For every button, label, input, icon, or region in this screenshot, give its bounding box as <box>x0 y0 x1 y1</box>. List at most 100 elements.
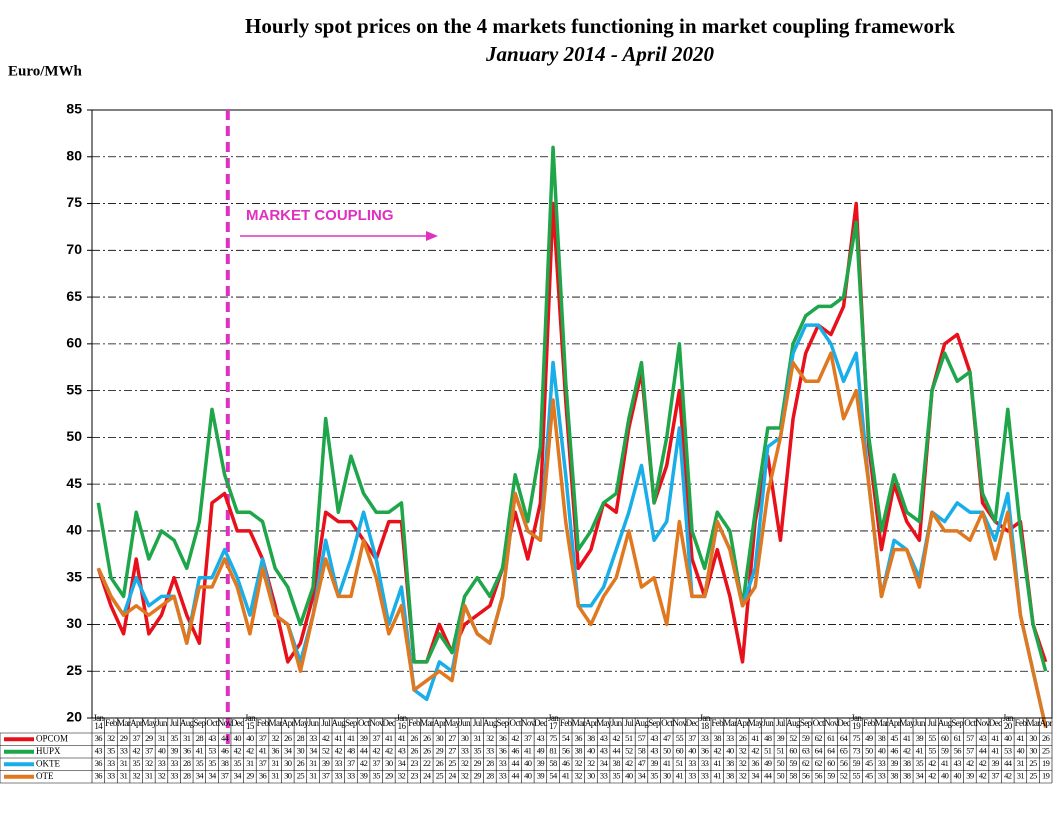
table-cell: 59 <box>827 771 835 781</box>
table-cell: 31 <box>474 733 482 743</box>
x-tick-label: Apr <box>736 718 749 728</box>
table-cell: 28 <box>183 771 191 781</box>
table-cell: 56 <box>840 758 848 768</box>
x-tick-label: May <box>596 718 612 728</box>
x-tick-label: Mar <box>875 718 889 728</box>
table-cell: 31 <box>183 733 191 743</box>
table-cell: 41 <box>385 733 393 743</box>
x-tick-label: Jan 14 <box>93 713 104 731</box>
table-cell: 37 <box>221 771 229 781</box>
table-cell: 53 <box>208 746 216 756</box>
table-cell: 32 <box>145 758 153 768</box>
table-cell: 52 <box>625 746 633 756</box>
x-tick-label: Sep <box>648 718 661 728</box>
x-tick-label: Dec <box>686 718 699 728</box>
table-cell: 39 <box>650 758 658 768</box>
table-cell: 35 <box>196 758 204 768</box>
table-cell: 25 <box>297 771 305 781</box>
table-cell: 33 <box>878 771 886 781</box>
x-tick-label: Jun <box>459 718 471 728</box>
table-cell: 40 <box>726 746 734 756</box>
table-cell: 38 <box>575 746 583 756</box>
table-cell: 39 <box>322 758 330 768</box>
x-tick-label: Nov <box>673 718 688 728</box>
table-cell: 45 <box>890 733 898 743</box>
table-cell: 41 <box>663 758 671 768</box>
table-cell: 37 <box>145 746 153 756</box>
table-cell: 51 <box>625 733 633 743</box>
table-cell: 62 <box>802 758 810 768</box>
table-cell: 28 <box>183 758 191 768</box>
table-cell: 33 <box>701 758 709 768</box>
table-cell: 73 <box>853 746 861 756</box>
x-tick-label: Jul <box>321 718 331 728</box>
table-cell: 32 <box>272 733 280 743</box>
table-cell: 35 <box>107 746 115 756</box>
table-cell: 49 <box>537 746 545 756</box>
table-cell: 33 <box>335 771 343 781</box>
table-cell: 29 <box>246 771 254 781</box>
table-cell: 32 <box>587 758 595 768</box>
table-cell: 25 <box>1029 771 1037 781</box>
table-cell: 31 <box>272 758 280 768</box>
chart-title: Hourly spot prices on the 4 markets func… <box>245 14 955 38</box>
table-cell: 59 <box>941 746 949 756</box>
table-cell: 42 <box>752 746 760 756</box>
table-cell: 33 <box>335 758 343 768</box>
table-cell: 35 <box>133 758 141 768</box>
table-cell: 55 <box>853 771 861 781</box>
table-cell: 32 <box>575 758 583 768</box>
table-cell: 28 <box>486 771 494 781</box>
table-cell: 30 <box>284 771 292 781</box>
x-tick-label: Nov <box>521 718 536 728</box>
table-cell: 32 <box>739 771 747 781</box>
table-cell: 45 <box>865 771 873 781</box>
table-cell: 19 <box>1042 758 1050 768</box>
table-cell: 25 <box>448 758 456 768</box>
table-cell: 56 <box>562 746 570 756</box>
table-cell: 33 <box>878 758 886 768</box>
table-cell: 33 <box>688 771 696 781</box>
table-cell: 47 <box>638 758 646 768</box>
table-cell: 29 <box>120 733 128 743</box>
table-cell: 75 <box>549 733 557 743</box>
table-cell: 60 <box>789 746 797 756</box>
table-cell: 49 <box>764 758 772 768</box>
table-cell: 42 <box>385 746 393 756</box>
table-cell: 43 <box>979 733 987 743</box>
table-cell: 38 <box>890 771 898 781</box>
table-cell: 63 <box>802 746 810 756</box>
table-cell: 41 <box>714 771 722 781</box>
table-cell: 40 <box>1017 746 1025 756</box>
y-tick-label: 40 <box>66 522 82 538</box>
table-cell: 58 <box>638 746 646 756</box>
table-cell: 43 <box>954 758 962 768</box>
table-cell: 34 <box>752 771 761 781</box>
table-cell: 50 <box>777 771 785 781</box>
y-axis-label: Euro/MWh <box>8 63 83 79</box>
x-tick-label: Mar <box>1026 718 1040 728</box>
table-cell: 34 <box>196 771 205 781</box>
table-cell: 64 <box>815 746 824 756</box>
table-cell: 30 <box>663 771 671 781</box>
table-cell: 31 <box>309 771 317 781</box>
table-cell: 36 <box>499 733 507 743</box>
x-tick-label: Nov <box>824 718 839 728</box>
x-tick-label: Jul <box>473 718 483 728</box>
legend-label: OTE <box>36 771 54 781</box>
table-cell: 41 <box>524 746 532 756</box>
y-tick-label: 35 <box>66 568 82 584</box>
table-cell: 30 <box>284 758 292 768</box>
table-cell: 28 <box>297 733 305 743</box>
table-cell: 44 <box>613 746 622 756</box>
table-cell: 32 <box>133 771 141 781</box>
table-cell: 30 <box>1029 733 1037 743</box>
table-cell: 37 <box>322 771 330 781</box>
table-cell: 46 <box>512 746 520 756</box>
x-tick-label: May <box>293 718 309 728</box>
table-cell: 40 <box>1004 733 1012 743</box>
table-cell: 19 <box>1042 771 1050 781</box>
table-cell: 26 <box>284 733 292 743</box>
table-cell: 81 <box>549 746 557 756</box>
table-cell: 38 <box>221 758 229 768</box>
